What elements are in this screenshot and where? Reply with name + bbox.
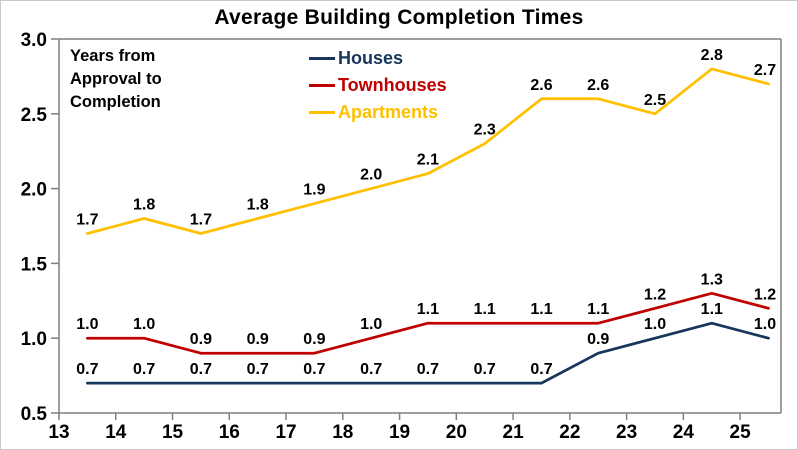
houses-data-label: 0.7 xyxy=(76,361,98,378)
y-axis-tick-label: 2.0 xyxy=(21,180,47,201)
legend-label-townhouses: Townhouses xyxy=(338,75,447,95)
houses-data-label: 0.7 xyxy=(474,361,496,378)
townhouses-data-label: 1.1 xyxy=(474,301,496,318)
legend: Houses Townhouses Apartments xyxy=(309,45,447,126)
legend-label-houses: Houses xyxy=(338,48,404,68)
y-axis-tick-label: 0.5 xyxy=(21,404,48,425)
apartments-data-label: 1.7 xyxy=(76,212,98,229)
townhouses-data-label: 0.9 xyxy=(303,331,325,348)
axis-annotation: Years from Approval to Completion xyxy=(70,47,162,111)
houses-data-label: 0.7 xyxy=(247,361,269,378)
townhouses-data-label: 0.9 xyxy=(190,331,212,348)
x-axis-tick-label: 14 xyxy=(105,422,127,443)
townhouses-data-label: 0.9 xyxy=(247,331,269,348)
townhouses-data-label: 1.2 xyxy=(644,286,666,303)
legend-item-houses: Houses xyxy=(309,45,447,72)
apartments-data-label: 2.0 xyxy=(360,167,382,184)
legend-item-townhouses: Townhouses xyxy=(309,72,447,99)
apartments-data-label: 2.1 xyxy=(417,152,439,169)
houses-data-label: 0.9 xyxy=(587,331,609,348)
legend-label-apartments: Apartments xyxy=(338,102,439,122)
houses-line-key-icon xyxy=(309,57,335,60)
townhouses-data-label: 1.0 xyxy=(133,316,155,333)
houses-data-label: 0.7 xyxy=(360,361,382,378)
apartments-data-label: 2.6 xyxy=(530,77,552,94)
houses-data-label: 1.0 xyxy=(754,316,776,333)
apartments-data-label: 1.8 xyxy=(133,197,155,214)
x-axis-tick-label: 20 xyxy=(446,422,467,443)
apartments-data-label: 1.7 xyxy=(190,212,212,229)
x-axis-tick-label: 23 xyxy=(616,422,637,443)
townhouses-data-label: 1.1 xyxy=(417,301,439,318)
apartments-data-label: 2.7 xyxy=(754,62,776,79)
x-axis-tick-label: 16 xyxy=(219,422,240,443)
y-axis-tick-label: 2.5 xyxy=(21,105,48,126)
apartments-data-label: 2.5 xyxy=(644,92,666,109)
apartments-line xyxy=(86,67,770,235)
houses-data-label: 0.7 xyxy=(417,361,439,378)
houses-data-label: 1.1 xyxy=(701,301,723,318)
apartments-line-key-icon xyxy=(309,111,335,114)
townhouses-data-label: 1.1 xyxy=(587,301,609,318)
apartments-data-label: 1.8 xyxy=(247,197,269,214)
houses-data-label: 0.7 xyxy=(190,361,212,378)
x-axis-tick-label: 22 xyxy=(559,422,580,443)
x-axis-tick-label: 13 xyxy=(48,422,69,443)
houses-data-label: 1.0 xyxy=(644,316,666,333)
x-axis-tick-label: 19 xyxy=(389,422,410,443)
y-axis-tick-label: 1.5 xyxy=(21,254,48,275)
apartments-data-label: 1.9 xyxy=(303,182,325,199)
townhouses-data-label: 1.0 xyxy=(360,316,382,333)
houses-data-label: 0.7 xyxy=(133,361,155,378)
x-axis-tick-label: 25 xyxy=(730,422,752,443)
apartments-data-label: 2.3 xyxy=(474,122,496,139)
townhouses-line xyxy=(86,291,770,355)
chart-title: Average Building Completion Times xyxy=(214,6,584,29)
townhouses-data-label: 1.2 xyxy=(754,286,776,303)
houses-data-label: 0.7 xyxy=(530,361,552,378)
townhouses-data-label: 1.1 xyxy=(530,301,552,318)
y-axis-tick-label: 1.0 xyxy=(21,329,47,350)
x-axis-tick-label: 17 xyxy=(275,422,296,443)
x-axis-tick-label: 15 xyxy=(162,422,184,443)
apartments-data-label: 2.8 xyxy=(701,47,723,64)
townhouses-data-label: 1.3 xyxy=(701,271,723,288)
houses-line xyxy=(86,321,770,385)
legend-item-apartments: Apartments xyxy=(309,99,447,126)
x-axis-tick-label: 21 xyxy=(503,422,525,443)
houses-data-label: 0.7 xyxy=(303,361,325,378)
y-axis-tick-label: 3.0 xyxy=(21,30,47,51)
townhouses-line-key-icon xyxy=(309,84,335,87)
townhouses-data-label: 1.0 xyxy=(76,316,98,333)
x-axis-tick-label: 18 xyxy=(332,422,353,443)
x-axis-tick-label: 24 xyxy=(673,422,695,443)
apartments-data-label: 2.6 xyxy=(587,77,609,94)
